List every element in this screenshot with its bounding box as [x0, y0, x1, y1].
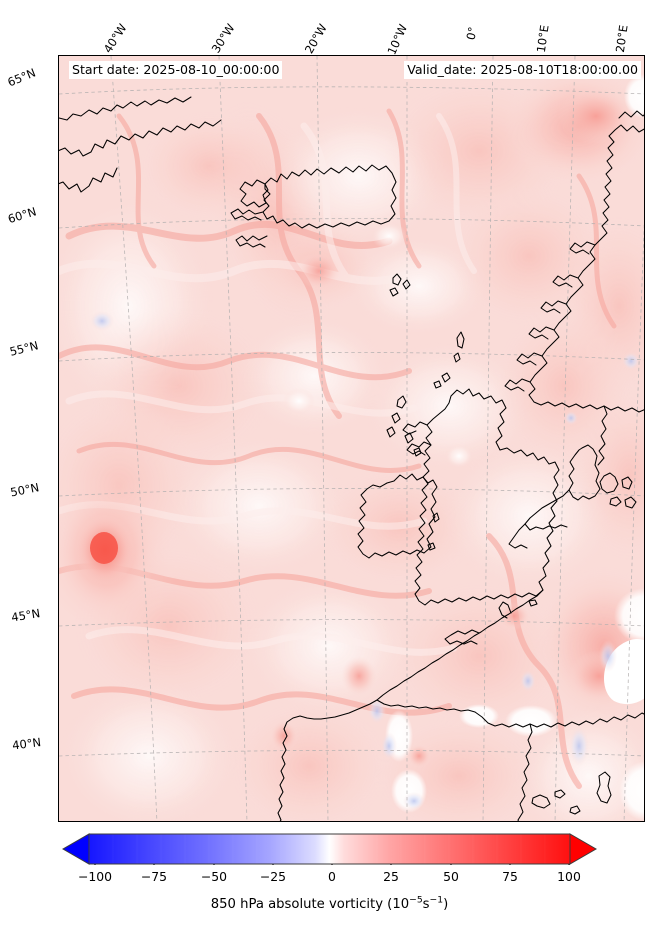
lon-tick-label: 30°W	[208, 21, 238, 56]
lon-tick-label: 20°E	[612, 24, 631, 54]
colorbar-tick-label: −100	[77, 869, 113, 884]
colorbar-tick-label: −75	[140, 869, 168, 884]
colorbar-tick-label: −50	[200, 869, 228, 884]
lat-tick-label: 40°N	[11, 735, 42, 753]
lon-tick-label: 10°W	[384, 22, 411, 57]
colorbar-title-text: 850 hPa absolute vorticity (10−5s−1)	[210, 895, 449, 913]
lon-tick-label: 10°E	[533, 24, 552, 54]
map-clip-region	[59, 56, 644, 821]
colorbar-graphic	[62, 833, 597, 865]
colorbar-tick-label: 0	[328, 869, 336, 884]
start-date-annotation: Start date: 2025-08-10_00:00:00	[69, 61, 283, 80]
valid-date-annotation: Valid_date: 2025-08-10T18:00:00.00	[404, 61, 641, 80]
colorbar-tick-label: 50	[443, 869, 459, 884]
colorbar-tick-label: 75	[502, 869, 518, 884]
lat-tick-label: 55°N	[8, 338, 40, 359]
lon-tick-label: 0°	[463, 25, 480, 42]
lat-tick-label: 45°N	[10, 606, 42, 625]
colorbar-gradient	[62, 833, 597, 865]
colorbar-title: 850 hPa absolute vorticity (10−5s−1)	[0, 895, 659, 912]
graticule	[59, 56, 644, 821]
lon-tick-label: 40°W	[100, 21, 130, 56]
colorbar-tick-label: 25	[383, 869, 399, 884]
lat-tick-label: 60°N	[6, 204, 39, 227]
vorticity-maximum-atlantic	[59, 474, 179, 638]
lon-tick-label: 20°W	[301, 21, 330, 57]
map-graphic	[59, 56, 644, 821]
lat-tick-label: 50°N	[9, 480, 41, 500]
negative-anomalies	[90, 311, 640, 810]
colorbar-tick-label: 100	[557, 869, 581, 884]
map-plot-area[interactable]: Start date: 2025-08-10_00:00:00 Valid_da…	[58, 55, 645, 822]
colorbar-tick-label: −25	[259, 869, 287, 884]
colorbar[interactable]: −100 −75 −50 −25 0 25 50 75 100	[62, 833, 597, 884]
coastlines	[59, 96, 644, 821]
lat-tick-label: 65°N	[5, 65, 38, 90]
